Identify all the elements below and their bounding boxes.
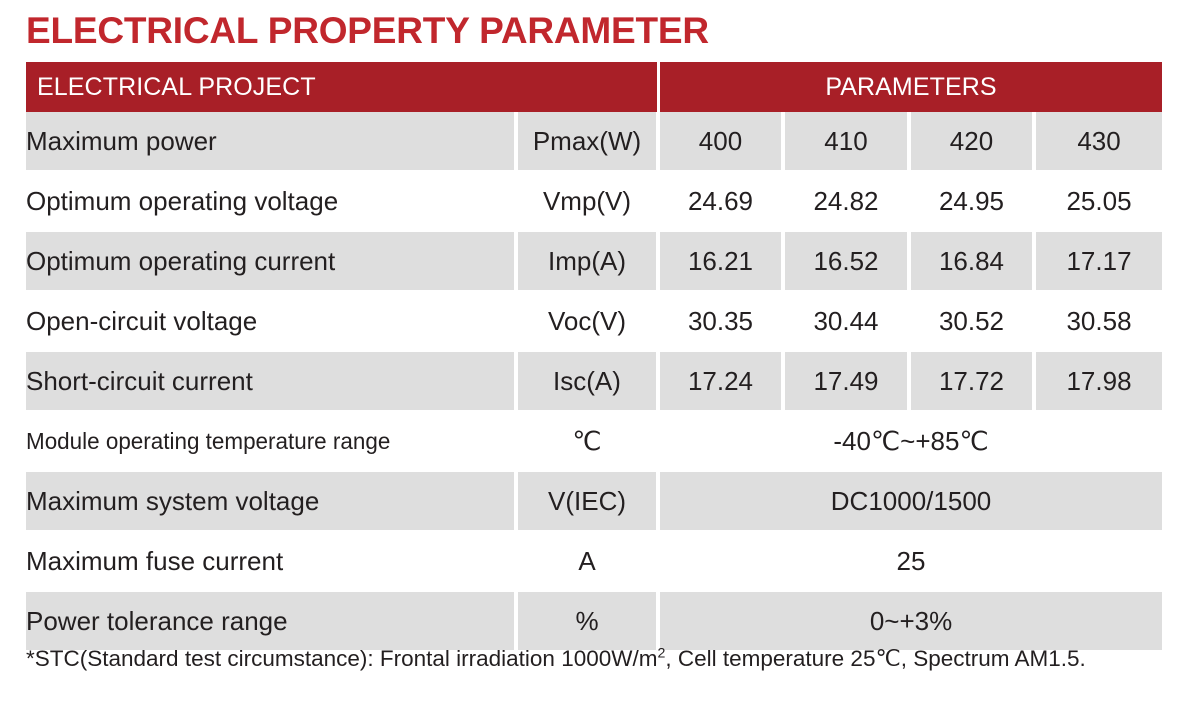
row-value-cell: 30.52 xyxy=(911,292,1036,352)
row-label: Short-circuit current xyxy=(26,352,518,412)
stc-footnote: *STC(Standard test circumstance): Fronta… xyxy=(26,643,1162,674)
table-row: Maximum power Pmax(W) 400 410 420 430 xyxy=(26,112,1163,172)
row-unit: ℃ xyxy=(518,412,660,472)
row-merged-value: -40℃~+85℃ xyxy=(660,412,1163,472)
row-value-cell: 17.98 xyxy=(1036,352,1163,412)
table-header-row: ELECTRICAL PROJECT PARAMETERS xyxy=(26,62,1163,112)
table-row: Power tolerance range % 0~+3% xyxy=(26,592,1163,650)
row-unit: V(IEC) xyxy=(518,472,660,532)
footnote-superscript: 2 xyxy=(657,645,666,662)
row-merged-value: DC1000/1500 xyxy=(660,472,1163,532)
row-value-cell: 16.84 xyxy=(911,232,1036,292)
row-value-cell: 420 xyxy=(911,112,1036,172)
row-label: Module operating temperature range xyxy=(26,412,496,472)
row-label: Optimum operating voltage xyxy=(26,172,518,232)
row-value-cell: 410 xyxy=(785,112,911,172)
row-value-cell: 430 xyxy=(1036,112,1163,172)
column-header-electrical-project: ELECTRICAL PROJECT xyxy=(26,62,660,112)
row-value-cell: 30.44 xyxy=(785,292,911,352)
table-row: Optimum operating current Imp(A) 16.21 1… xyxy=(26,232,1163,292)
row-value-cell: 30.35 xyxy=(660,292,785,352)
row-value-cell: 24.69 xyxy=(660,172,785,232)
table-row: Short-circuit current Isc(A) 17.24 17.49… xyxy=(26,352,1163,412)
row-unit: Voc(V) xyxy=(518,292,660,352)
row-label: Optimum operating current xyxy=(26,232,518,292)
table-header: ELECTRICAL PROJECT PARAMETERS xyxy=(26,62,1163,112)
footnote-text-before: *STC(Standard test circumstance): Fronta… xyxy=(26,646,658,671)
row-value-cell: 24.82 xyxy=(785,172,911,232)
row-value-cell: 17.49 xyxy=(785,352,911,412)
table-row: Open-circuit voltage Voc(V) 30.35 30.44 … xyxy=(26,292,1163,352)
table-body: Maximum power Pmax(W) 400 410 420 430 Op… xyxy=(26,112,1163,650)
row-label: Open-circuit voltage xyxy=(26,292,518,352)
row-value-cell: 16.52 xyxy=(785,232,911,292)
page-title: ELECTRICAL PROPERTY PARAMETER xyxy=(26,10,709,51)
row-value-cell: 30.58 xyxy=(1036,292,1163,352)
table-row: Maximum fuse current A 25 xyxy=(26,532,1163,592)
table-row: Module operating temperature range ℃ -40… xyxy=(26,412,1163,472)
row-unit: % xyxy=(518,592,660,650)
row-label: Maximum fuse current xyxy=(26,532,518,592)
column-header-parameters: PARAMETERS xyxy=(660,62,1163,112)
footnote-text-after: , Cell temperature 25℃, Spectrum AM1.5. xyxy=(665,646,1086,671)
row-label: Power tolerance range xyxy=(26,592,518,650)
row-value-cell: 16.21 xyxy=(660,232,785,292)
row-label: Maximum power xyxy=(26,112,518,172)
row-unit: Vmp(V) xyxy=(518,172,660,232)
row-value-cell: 400 xyxy=(660,112,785,172)
table-row: Optimum operating voltage Vmp(V) 24.69 2… xyxy=(26,172,1163,232)
row-merged-value: 0~+3% xyxy=(660,592,1163,650)
row-value-cell: 17.24 xyxy=(660,352,785,412)
row-unit: Pmax(W) xyxy=(518,112,660,172)
row-unit: A xyxy=(518,532,660,592)
table-row: Maximum system voltage V(IEC) DC1000/150… xyxy=(26,472,1163,532)
row-value-cell: 17.17 xyxy=(1036,232,1163,292)
row-value-cell: 17.72 xyxy=(911,352,1036,412)
row-value-cell: 24.95 xyxy=(911,172,1036,232)
row-unit: Isc(A) xyxy=(518,352,660,412)
row-merged-value: 25 xyxy=(660,532,1163,592)
row-label: Maximum system voltage xyxy=(26,472,518,532)
row-value-cell: 25.05 xyxy=(1036,172,1163,232)
electrical-parameters-table: ELECTRICAL PROJECT PARAMETERS Maximum po… xyxy=(26,62,1163,650)
row-unit: Imp(A) xyxy=(518,232,660,292)
